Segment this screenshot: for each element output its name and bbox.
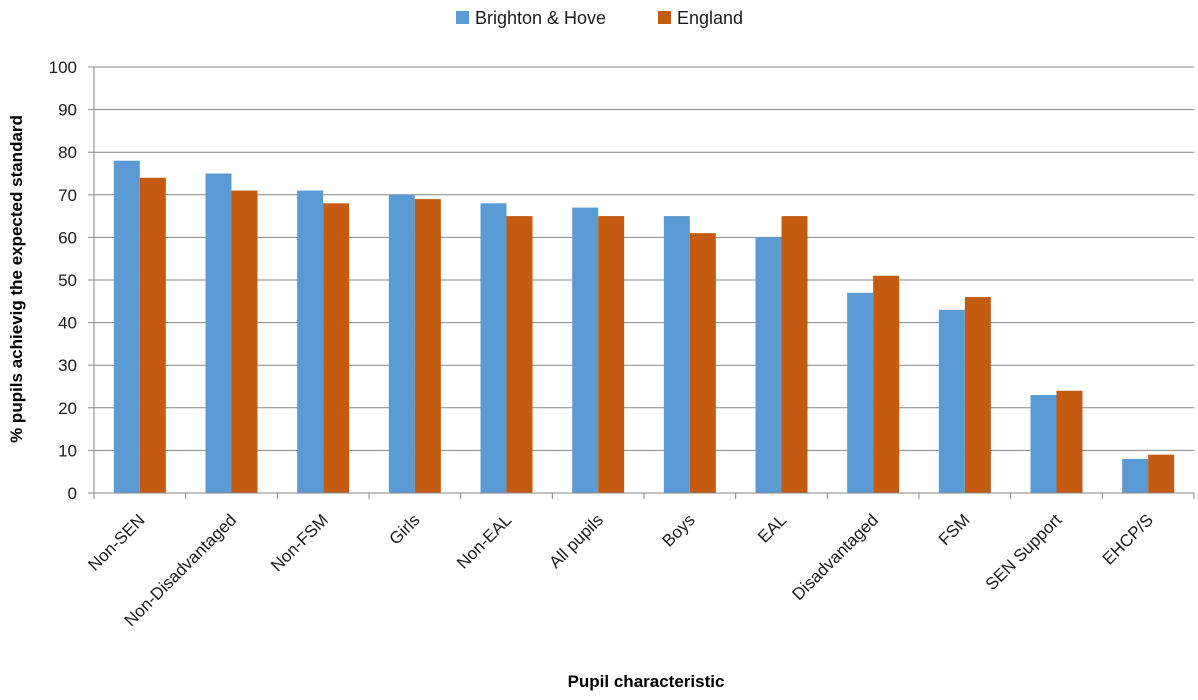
x-tick-label: Non-FSM	[267, 510, 332, 575]
x-tick-label: EAL	[754, 510, 790, 546]
bar-brighton-hove	[938, 309, 965, 493]
x-tick-label: All pupils	[545, 510, 607, 572]
bar-england	[1148, 454, 1175, 493]
bar-england	[323, 203, 350, 493]
y-axis-title: % pupils achievig the expected standard	[7, 115, 26, 443]
x-axis-title: Pupil characteristic	[568, 672, 725, 691]
y-tick-label: 70	[58, 186, 77, 205]
x-tick-label: Boys	[659, 510, 699, 550]
bar-brighton-hove	[572, 207, 599, 493]
legend: Brighton & Hove England	[456, 8, 743, 28]
legend-label: Brighton & Hove	[475, 8, 606, 28]
x-tick-label: Disadvantaged	[788, 510, 882, 604]
legend-swatch	[456, 11, 469, 24]
x-tick-label: Non-SEN	[84, 510, 148, 574]
bar-brighton-hove	[113, 160, 140, 493]
bar-brighton-hove	[755, 237, 782, 493]
y-tick-label: 10	[58, 441, 77, 460]
bar-brighton-hove	[205, 173, 232, 493]
bar-brighton-hove	[388, 194, 415, 494]
y-tick-label: 100	[49, 58, 77, 77]
bar-brighton-hove	[1030, 395, 1057, 493]
bar-brighton-hove	[480, 203, 507, 493]
x-tick-label: Girls	[386, 510, 424, 548]
gridlines	[94, 66, 1194, 451]
bar-brighton-hove	[847, 292, 874, 493]
x-tick-label: FSM	[935, 510, 974, 549]
bar-england	[689, 233, 716, 493]
bar-england	[598, 216, 625, 493]
y-tick-labels: 0 10 20 30 40 50 60 70 80 90 100	[49, 58, 77, 503]
x-tick-label: EHCP/S	[1099, 510, 1157, 568]
y-tick-label: 20	[58, 399, 77, 418]
y-tick-label: 50	[58, 271, 77, 290]
y-tick-label: 90	[58, 101, 77, 120]
bar-england	[1056, 390, 1083, 493]
bar-england	[414, 199, 441, 493]
y-tick-label: 30	[58, 356, 77, 375]
bar-england	[506, 216, 533, 493]
y-tick-label: 0	[68, 484, 77, 503]
bar-england	[873, 275, 900, 493]
axes	[88, 66, 1195, 499]
bar-england	[781, 216, 808, 493]
x-tick-label: Non-EAL	[453, 510, 515, 572]
legend-swatch	[658, 11, 671, 24]
bar-brighton-hove	[1122, 458, 1149, 493]
x-tick-label: SEN Support	[982, 510, 1066, 594]
bar-brighton-hove	[663, 216, 690, 493]
bar-england	[964, 297, 991, 493]
y-tick-label: 60	[58, 228, 77, 247]
bar-england	[139, 177, 166, 493]
y-tick-label: 80	[58, 143, 77, 162]
bar-brighton-hove	[297, 190, 324, 494]
legend-label: England	[677, 8, 743, 28]
bars	[113, 160, 1175, 494]
y-tick-label: 40	[58, 314, 77, 333]
bar-england	[231, 190, 258, 494]
